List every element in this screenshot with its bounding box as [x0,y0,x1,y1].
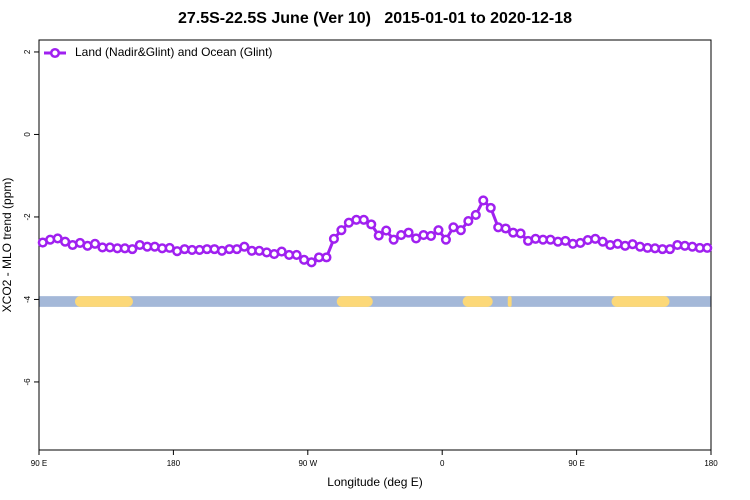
point [440,234,451,245]
point [515,228,526,239]
land-band [336,296,373,307]
point [328,233,339,244]
y-tick-label: 0 [23,132,32,137]
point [373,230,384,241]
land-band [507,296,512,307]
x-tick-label: 90 W [298,459,317,468]
point [485,202,496,213]
y-tick-label: -2 [23,213,32,221]
x-axis-label: Longitude (deg E) [327,475,422,489]
point [664,244,675,255]
point [239,241,250,252]
point [291,249,302,260]
x-tick-label: 0 [440,459,445,468]
point [433,225,444,236]
point [463,216,474,227]
point [702,242,713,253]
y-tick-label: 2 [23,49,32,54]
legend-marker [49,47,61,59]
ocean-band [39,296,711,307]
point [358,214,369,225]
point [455,225,466,236]
point [89,238,101,249]
point [500,223,511,234]
land-band [462,296,493,307]
legend-label: Land (Nadir&Glint) and Ocean (Glint) [75,45,272,59]
point [336,225,347,236]
point [306,257,317,268]
y-tick-label: -4 [23,295,32,303]
y-axis-label: XCO2 - MLO trend (ppm) [0,178,14,313]
point [403,227,414,238]
x-tick-label: 90 E [568,459,584,468]
point [425,230,437,241]
x-tick-label: 90 E [31,459,47,468]
y-tick-label: -6 [23,378,32,386]
land-band [74,296,133,307]
x-tick-label: 180 [704,459,718,468]
x-tick-label: 180 [167,459,181,468]
point [381,225,392,236]
point [478,195,489,206]
series-line [42,197,708,264]
point [470,209,481,220]
point [321,252,332,263]
chart-title: 27.5S-22.5S June (Ver 10) 2015-01-01 to … [178,10,572,27]
point [388,234,399,245]
point [366,219,377,230]
land-band [611,296,670,307]
point [127,244,138,255]
